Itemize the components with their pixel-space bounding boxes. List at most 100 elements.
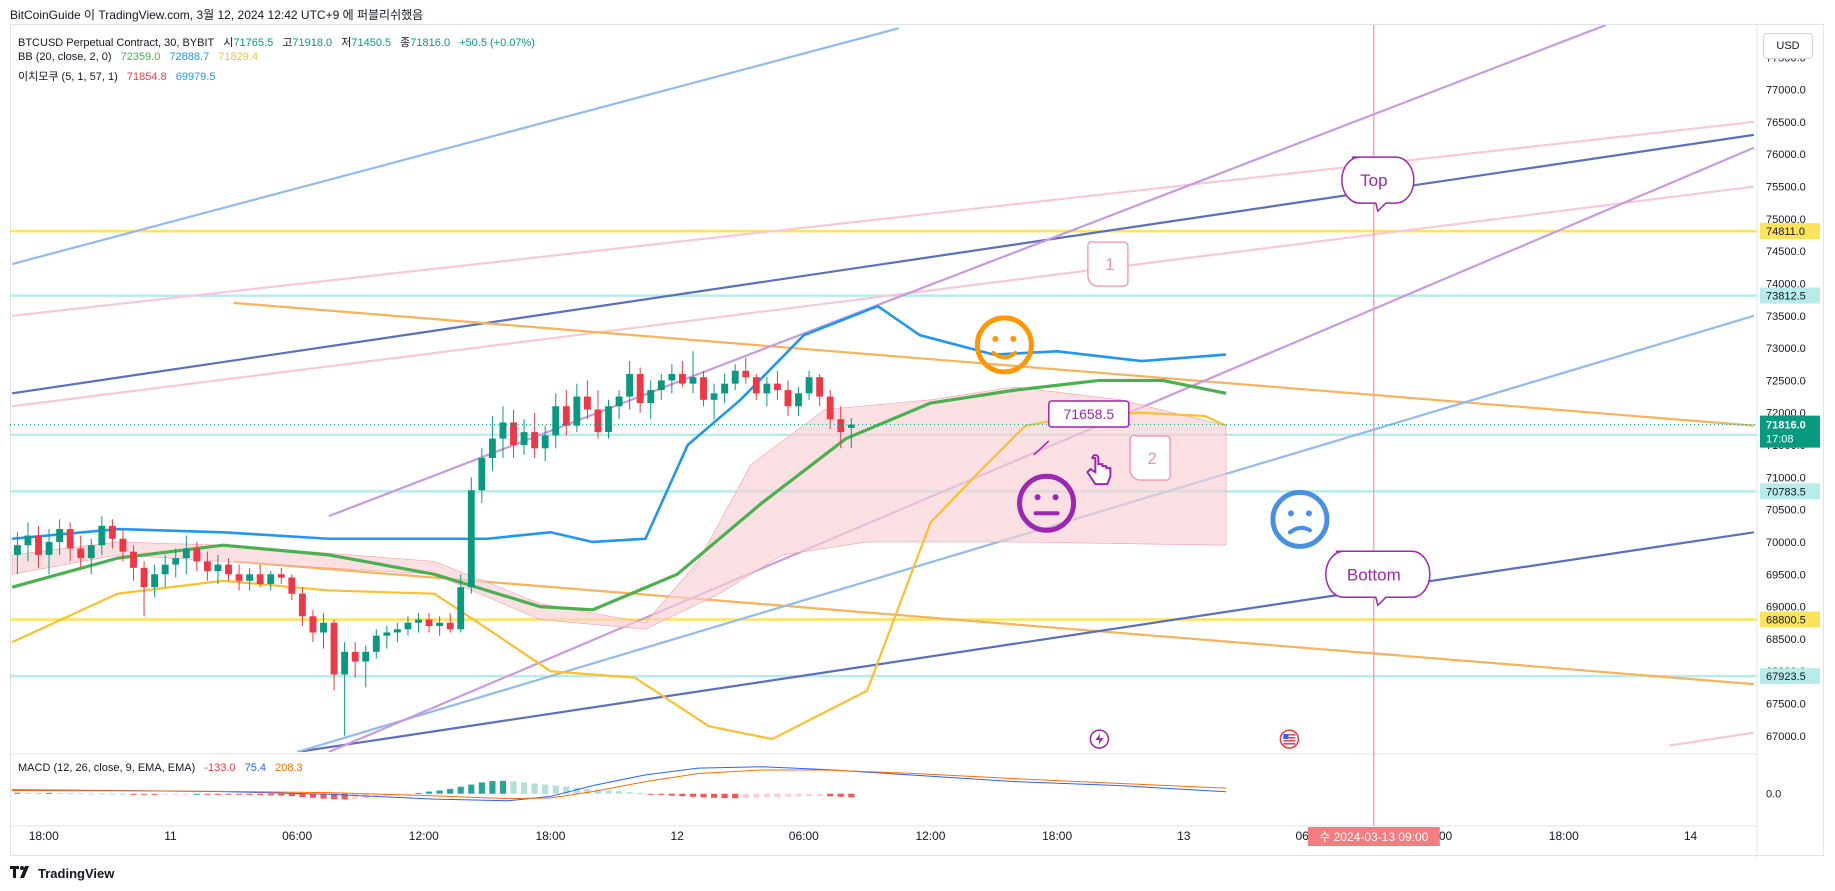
face-eye [1034,494,1041,501]
macd-histogram-bar [784,793,792,797]
macd-histogram-bar [98,793,105,795]
candle [467,477,475,594]
candle [309,609,317,643]
face-eye [1305,510,1312,517]
candle [193,541,201,572]
legend-bb-upper: 72888.7 [169,51,210,63]
time-tick-label: 12:00 [409,829,439,843]
macd-histogram-bar [510,781,517,794]
macd-histogram-bar [257,793,264,796]
price-tick-label: 69000.0 [1766,602,1806,614]
candle-body [130,551,137,568]
macd-histogram-bar [816,793,823,797]
macd-histogram-bar [288,793,295,797]
ohlc-label-close: 종 [400,37,411,49]
price-tick-label: 73500.0 [1766,311,1806,323]
candle-body [605,406,612,433]
ohlc-label-open: 시 [223,37,234,49]
tradingview-logo[interactable]: TradingView [10,865,114,881]
macd-histogram-bar [130,793,137,795]
time-tick-label: 06:00 [282,829,312,843]
macd-histogram-bar [626,792,633,794]
price-tick-label: 67500.0 [1766,699,1806,711]
macd-histogram-bar [795,793,802,797]
candle-body [56,529,64,542]
candle-body [710,393,718,400]
chart-frame [10,24,1824,856]
annotation-3: 2 [1129,434,1171,481]
legend-symbol: BTCUSD Perpetual Contract, 30, BYBIT [18,37,215,49]
trend-line-3 [11,185,1754,408]
trend-line-6 [296,531,1754,752]
macd-histogram-bar [246,793,253,795]
candle-body [573,396,581,426]
candle-body [393,629,401,633]
candle [182,535,190,575]
level-price-text: 67923.5 [1766,671,1806,683]
macd-histogram-bar [520,782,528,794]
candle [583,380,591,420]
macd-histogram-bar [594,789,602,794]
candle [478,448,486,504]
legend-open: 시71765.5 [223,37,273,49]
countdown-text: 17:08 [1766,434,1794,446]
note-text: 2 [1147,449,1156,468]
candle [700,370,707,407]
candle [562,390,570,436]
macd-signal-line [12,769,1227,800]
note-bubble [1087,240,1129,287]
candle [752,373,760,400]
tradingview-wordmark: TradingView [38,865,115,881]
legend-bb-lower: 71829.4 [218,51,259,63]
macd-histogram-bar [425,791,433,794]
macd-histogram-bar [67,793,74,795]
publish-caption: BitCoinGuide 이 TradingView.com, 3월 12, 2… [10,8,424,22]
legend-ichimoku-v2: 69979.5 [175,71,216,83]
macd-histogram-bar [478,782,485,794]
candle [298,587,306,626]
currency-unit-button[interactable]: USD [1763,33,1813,59]
macd-histogram-bar [531,783,538,794]
candle [488,415,496,471]
candle-body [647,390,655,404]
candle [267,571,275,591]
candle [225,558,232,581]
candle [689,351,697,394]
candle-body [182,548,190,559]
candle-body [87,545,95,559]
macd-histogram-bar [742,793,749,799]
bb-mid-line [11,378,1227,612]
note-bubble [1129,434,1171,481]
time-tick-label: 06:00 [789,829,819,843]
annotation-2: 1 [1087,240,1129,287]
price-tick-label: 73000.0 [1766,343,1806,355]
time-tick-label: 12 [670,829,684,843]
macd-histogram-bar [88,793,95,795]
candle-body [13,545,21,555]
candle [214,554,222,584]
face-mouth [1287,525,1312,535]
candle [151,564,159,597]
candle-body [531,432,539,449]
candle [320,613,327,649]
candle [330,619,338,691]
level-price-badge [1760,611,1820,628]
macd-histogram-bar [309,793,317,798]
legend-bb-row: BB (20, close, 2, 0) 72359.0 72888.7 718… [18,51,264,63]
macd-histogram-bar [267,793,274,796]
candle [510,409,517,458]
face-outline [1017,473,1077,533]
callout-bubble [1325,550,1431,607]
candle [277,567,285,584]
price-tick-label: 77000.0 [1766,85,1806,97]
legend-bb-mid: 72359.0 [120,51,161,63]
time-tick-label: 11 [164,829,177,843]
candle [446,613,454,633]
macd-histogram-bar [732,793,739,799]
candle-body [552,406,560,436]
price-tick-label: 76500.0 [1766,117,1806,129]
time-tick-label: 18:00 [535,829,565,843]
macd-histogram-bar [204,793,211,795]
candle-body [752,377,760,394]
